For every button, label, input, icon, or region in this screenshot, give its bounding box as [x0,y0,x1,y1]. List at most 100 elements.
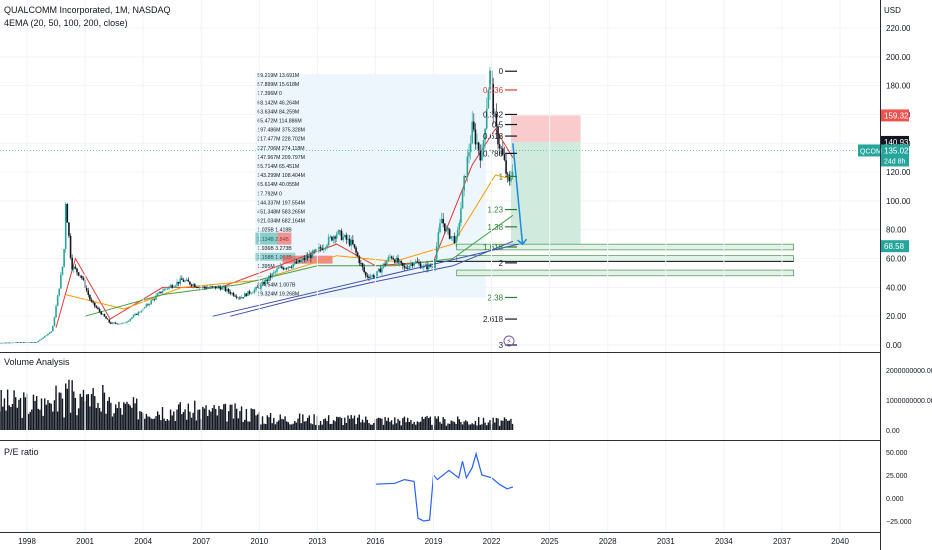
candle-body [276,268,278,272]
volume-bar [177,404,180,430]
candle-body [208,287,211,288]
volume-bar [145,413,148,430]
indicator-legend[interactable]: 4EMA (20, 50, 100, 200, close) [4,18,128,28]
price-tick-label: 60.00 [886,255,907,264]
volume-bar [494,422,496,430]
volume-bar [45,404,48,430]
volume-title[interactable]: Volume Analysis [4,357,70,367]
candle-body [482,140,485,152]
volume-bar [147,416,149,430]
candle-body [229,291,232,294]
candle-body [300,260,303,263]
volume-bar [423,418,425,430]
candle-body [79,275,82,277]
volume-profile-row: 197.486M 375.328M [257,128,305,134]
candle-body [97,307,99,309]
candle-body [243,293,246,298]
candle-body [52,326,54,332]
candle-body [39,339,41,341]
candle-body [105,316,107,319]
candle-body [156,293,159,296]
volume-bar [76,415,78,430]
candle-body [232,292,235,296]
candle-body [348,238,351,246]
volume-bar [187,403,190,430]
stop-loss-zone [510,115,581,142]
candle-body [72,266,75,270]
volume-bar [124,403,127,430]
candle-body [43,335,46,338]
volume-profile-row: 921.034M 682.164M [257,219,305,225]
candle-body [355,247,357,253]
volume-bar [353,415,356,430]
volume-bar [256,414,259,430]
candle-body [255,287,257,290]
volume-bar [126,401,128,430]
pe-title[interactable]: P/E ratio [4,447,39,457]
volume-bar [403,416,406,430]
profile-sell-block [277,232,292,245]
volume-bar [468,424,470,430]
volume-bar [384,416,386,430]
volume-bar [415,424,417,430]
volume-bar [197,409,199,430]
candle-body [27,342,30,343]
volume-bar [461,424,464,430]
candle-body [116,323,119,325]
volume-bar [368,422,370,430]
candle-body [132,315,135,318]
volume-bar [244,419,246,430]
volume-bar [508,420,511,430]
volume-bar [171,415,173,430]
volume-bar [44,398,46,430]
candle-body [8,342,11,344]
volume-bar [487,422,490,430]
candle-body [469,143,472,153]
candle-body [231,292,233,294]
volume-bar [194,400,196,430]
volume-bar [134,403,136,430]
candle-body [364,272,367,276]
candle-body [143,307,146,309]
volume-bar [165,420,167,430]
candle-body [363,267,365,273]
candle-body [500,148,503,149]
volume-bar [405,422,407,430]
volume-bar [206,415,209,430]
candle-body [463,176,465,191]
price-axis: 220.00200.00180.00160.00140.00120.00100.… [858,24,932,526]
candle-body [264,279,267,285]
volume-bar [334,421,336,430]
volume-bar [265,424,267,430]
volume-bar [377,417,380,430]
volume-bar [208,409,210,430]
candle-body [56,295,59,307]
volume-bar [85,394,88,430]
price-tick-label: 220.00 [886,24,911,33]
volume-bar [13,390,15,430]
volume-bar [39,409,41,430]
fib-level-label: 0 [499,67,504,76]
volume-bar [268,417,270,430]
candle-body [410,263,412,266]
candle-body [389,256,391,258]
pe-tick-label: 0.000 [886,496,904,503]
volume-bar [397,418,399,430]
volume-bar [135,398,138,430]
candle-body [437,232,440,247]
volume-profile-row: 57.899M 15.618M [257,82,299,88]
volume-bar [81,396,83,430]
volume-bar [308,415,310,430]
candle-body [42,337,44,339]
candle-body [114,322,117,324]
volume-profile-row: 1.395M [257,264,276,270]
volume-bar [413,421,415,430]
volume-bar [240,406,243,430]
candle-body [37,340,40,343]
candle-body [92,301,94,303]
candle-body [71,257,73,270]
candle-body [350,239,353,246]
candle-body [219,287,222,290]
volume-bar [218,405,220,430]
